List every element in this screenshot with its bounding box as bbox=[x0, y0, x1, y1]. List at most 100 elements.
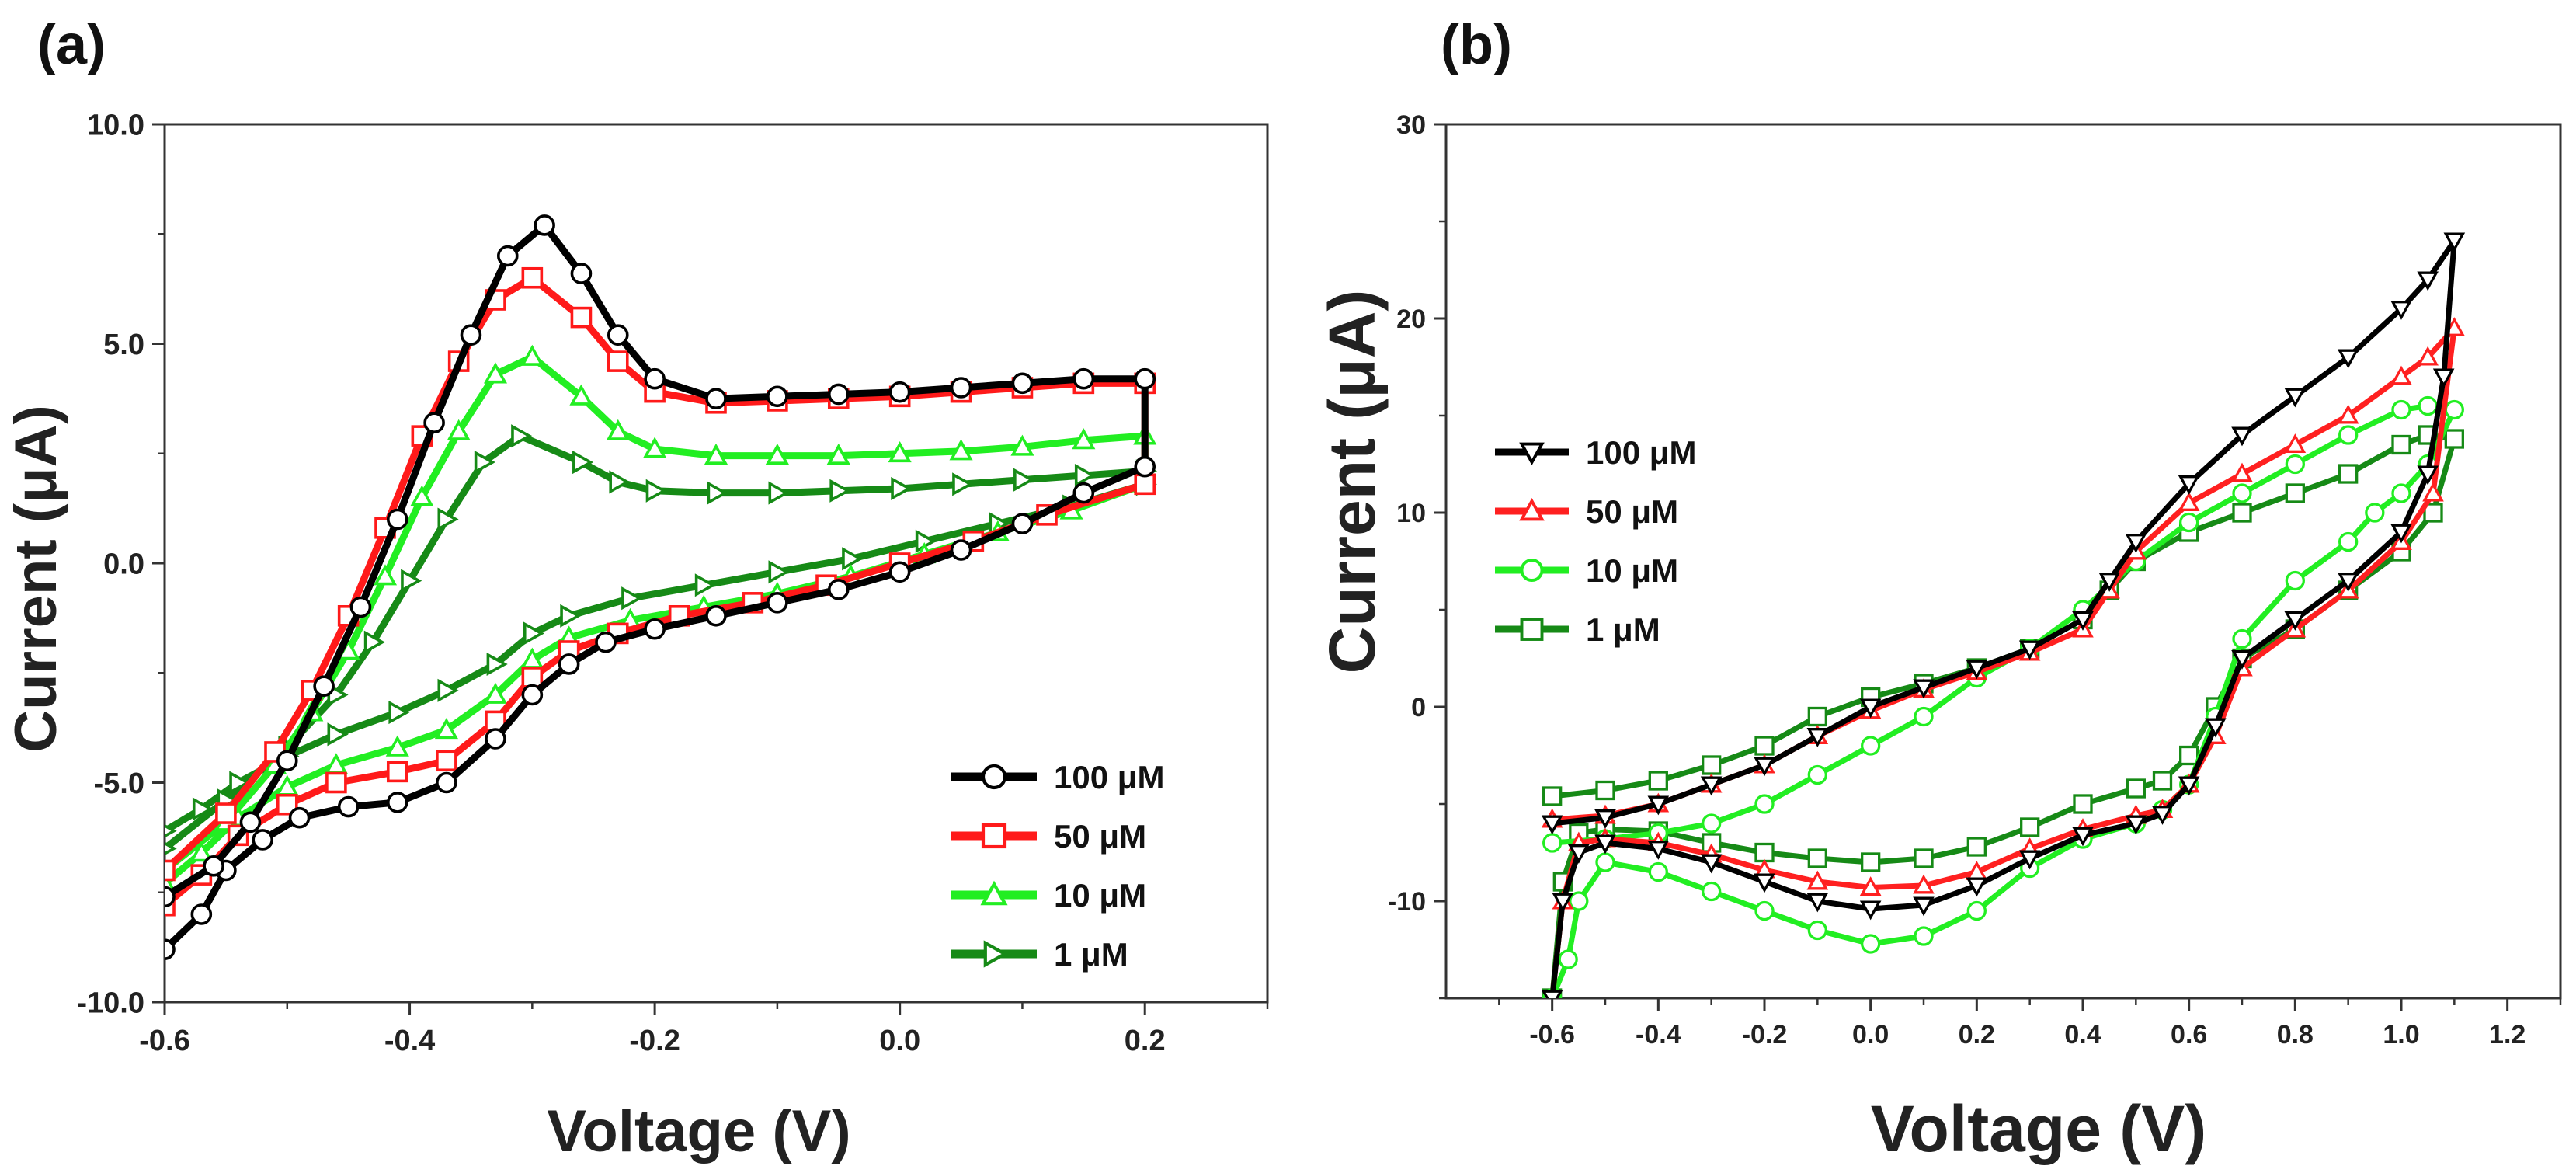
panel-b-series-1m-point bbox=[2126, 778, 2146, 799]
panel-a-series-10m-point bbox=[483, 682, 508, 704]
panel-b-series-100m-point bbox=[1913, 896, 1935, 917]
panel-b-series-10m-point bbox=[2179, 512, 2199, 533]
panel-a-series-1m-point bbox=[621, 586, 643, 611]
panel-b-series-100m-point bbox=[2151, 806, 2174, 825]
panel-a-series-10m-point bbox=[949, 439, 973, 461]
panel-a-series-100m-point bbox=[1134, 455, 1156, 478]
panel-b-legend-entry-label: 50 μM bbox=[1586, 493, 1678, 530]
panel-b-series-10m-point bbox=[1558, 949, 1578, 969]
panel-a-series-10m-point bbox=[888, 441, 912, 463]
panel-b-series-100m-point bbox=[2125, 534, 2147, 553]
panel-a-series-50m-point bbox=[1134, 473, 1156, 496]
panel-b-series-100m-point bbox=[2178, 776, 2200, 796]
panel-a-series-100m-point bbox=[767, 385, 788, 408]
panel-a-series-10m-point bbox=[569, 384, 593, 406]
panel-a-y-tick-label: 0.0 bbox=[103, 548, 144, 580]
panel-b-series-1m-point bbox=[2423, 503, 2443, 523]
panel-b-legend-entry-marker bbox=[1519, 497, 1545, 521]
panel-a-y-tick-label: -10.0 bbox=[77, 987, 144, 1019]
panel-b-series-10m-point bbox=[2444, 399, 2464, 420]
panel-b-x-tick-label: -0.6 bbox=[1529, 1020, 1575, 1049]
panel-b-series-100m-point bbox=[2072, 611, 2094, 631]
panel-a-series-100m-point bbox=[190, 903, 213, 925]
panel-b-series-10m-point bbox=[2391, 483, 2411, 503]
panel-a-series-10m-point bbox=[643, 437, 667, 458]
panel-b-series-1m-point bbox=[2232, 503, 2252, 523]
panel-a-series-10m-point bbox=[483, 362, 508, 384]
panel-b-series-1m-point bbox=[1914, 848, 1934, 868]
panel-a-series-100m-point bbox=[827, 383, 850, 406]
panel-b-series-1m-point bbox=[2338, 464, 2359, 484]
panel-a-series-1m-point bbox=[511, 424, 533, 448]
panel-b-series-100m-point bbox=[2018, 850, 2041, 870]
panel-b-y-tick-label: 10 bbox=[1396, 499, 1426, 528]
panel-a-series-10m-point bbox=[1072, 428, 1096, 450]
panel-a-legend-entry-marker bbox=[981, 823, 1007, 849]
panel-a-legend-entry-label: 50 μM bbox=[1054, 818, 1146, 855]
panel-a-x-tick-label: -0.4 bbox=[384, 1025, 435, 1057]
panel-b-data-area bbox=[1541, 232, 2466, 998]
panel-a-series-10m-point bbox=[189, 841, 214, 862]
panel-b-series-100m-point bbox=[2178, 475, 2200, 495]
panel-b-series-100m-point bbox=[1552, 893, 1574, 913]
panel-b-series-100m-point bbox=[1966, 660, 1988, 680]
panel-b-series-1m-point bbox=[1754, 842, 1775, 863]
panel-b-series-1m-point bbox=[2179, 745, 2199, 766]
panel-b-series-1m-point bbox=[2073, 794, 2093, 814]
panel-a-x-tick-label: 0.0 bbox=[879, 1025, 920, 1057]
panel-b-series-10m-point bbox=[2285, 570, 2305, 591]
panel-a-series-50m-point bbox=[215, 802, 237, 824]
panel-a-plot-frame bbox=[163, 123, 1269, 1004]
panel-b-x-axis-title: Voltage (V) bbox=[1871, 1092, 2206, 1165]
panel-b-series-10m-point bbox=[2338, 425, 2359, 445]
panel-b-x-tick-label: 1.0 bbox=[2383, 1020, 2419, 1049]
panel-a-legend-entry-label: 100 μM bbox=[1054, 759, 1164, 795]
panel-b-series-100m-point bbox=[1541, 815, 1563, 835]
panel-b-y-tick-label: 0 bbox=[1411, 693, 1426, 722]
panel-b-legend-entry-label: 10 μM bbox=[1586, 552, 1678, 589]
panel-a-data-area bbox=[165, 214, 1157, 960]
panel-b-series-100m-point bbox=[1806, 728, 1829, 747]
panel-b-series-50m bbox=[1541, 317, 2466, 998]
panel-b-legend-entry-marker bbox=[1520, 618, 1544, 641]
panel-a-series-100m-point bbox=[607, 324, 629, 346]
panel-a-series-100m-point bbox=[950, 539, 972, 561]
panel-a-series-10m-point bbox=[765, 443, 789, 465]
panel-b-y-tick-label: 20 bbox=[1396, 305, 1426, 334]
panel-a-series-100m-point bbox=[705, 388, 727, 409]
panel-a-series-100m-point bbox=[570, 263, 593, 284]
panel-b-series-10m-point bbox=[1702, 813, 1722, 834]
panel-b-series-100m-point bbox=[2337, 349, 2359, 369]
panel-b-series-100m-point bbox=[2231, 650, 2253, 670]
panel-a-y-axis-title: Current (μA) bbox=[3, 405, 69, 753]
panel-a-series-1m-point bbox=[486, 652, 508, 677]
panel-b-series-100m-point bbox=[2417, 271, 2439, 291]
panel-a-series-1m-point bbox=[192, 797, 214, 821]
panel-b-series-1m-point bbox=[2152, 771, 2173, 791]
panel-b-series-10m-point bbox=[1754, 900, 1775, 921]
panel-b-series-100m-point bbox=[2018, 640, 2041, 660]
panel-b-series-10m-point bbox=[2391, 399, 2411, 420]
panel-a-series-100m-point bbox=[460, 324, 482, 346]
panel-a-series-1m-point bbox=[363, 630, 385, 654]
panel-b-x-tick-label: 0.6 bbox=[2171, 1020, 2207, 1049]
panel-a-series-1m-point bbox=[829, 479, 851, 503]
panel-a-series-100m-point bbox=[534, 214, 555, 236]
panel-a-series-100m-point bbox=[705, 604, 727, 627]
panel-b-series-50m-point bbox=[1806, 870, 1829, 890]
panel-b-series-100m-point bbox=[2072, 827, 2094, 847]
panel-a-series-1m-point bbox=[707, 481, 728, 505]
panel-b-series-10m-point bbox=[1569, 891, 1589, 911]
panel-b-legend-entry-label: 100 μM bbox=[1586, 434, 1696, 471]
panel-a-series-1m-point bbox=[572, 450, 594, 475]
panel-b-series-10m-point bbox=[1861, 736, 1881, 756]
panel-b-series-10m-point bbox=[2365, 503, 2385, 523]
panel-a-series-100m-point bbox=[349, 596, 372, 618]
panel-a-series-100m-point bbox=[521, 684, 544, 706]
panel-a-series-100m-point bbox=[767, 592, 788, 614]
panel-a-series-50m-point bbox=[386, 761, 408, 783]
panel-a-legend-entry-label: 10 μM bbox=[1054, 877, 1146, 914]
panel-b-series-100m-point bbox=[1859, 698, 1882, 719]
panel-b-plot-frame bbox=[1444, 123, 2562, 1000]
panel-a-series-1m-point bbox=[165, 841, 177, 855]
